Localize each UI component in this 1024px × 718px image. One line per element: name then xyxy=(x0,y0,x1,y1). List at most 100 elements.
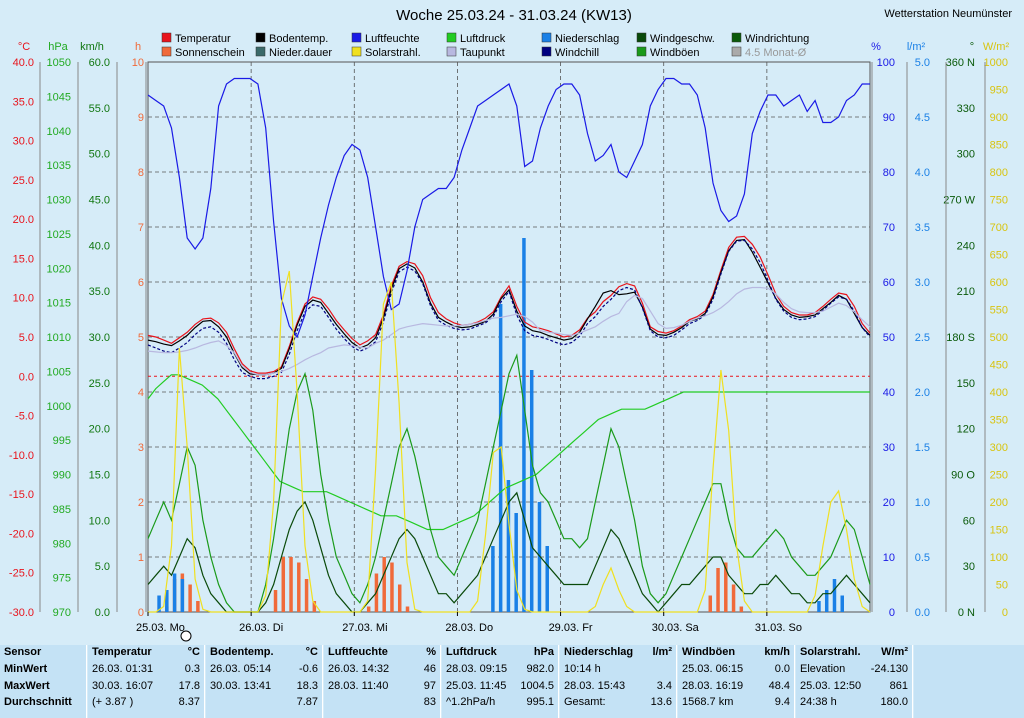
axis-tick-label: 100 xyxy=(990,552,1008,564)
bar-niederschlag xyxy=(817,601,821,612)
axis-tick-label: 1 xyxy=(138,552,144,564)
axis-tick-label: 10.0 xyxy=(13,293,34,305)
legend-label: Bodentemp. xyxy=(269,33,328,45)
axis-tick-label: 5.0 xyxy=(19,332,34,344)
axis-tick-label: 55.0 xyxy=(89,103,110,115)
axis-tick-label: -30.0 xyxy=(9,607,34,619)
legend-label: Taupunkt xyxy=(460,47,505,59)
axis-tick-label: 850 xyxy=(990,140,1008,152)
axis-tick-label: 3.0 xyxy=(915,277,930,289)
axis-tick-label: 60 xyxy=(883,277,895,289)
axis-tick-label: 3.5 xyxy=(915,222,930,234)
bar-niederschlag xyxy=(537,502,542,612)
axis-tick-label: 10 xyxy=(132,57,144,69)
axis-tick-label: 500 xyxy=(990,332,1008,344)
axis-tick-label: 250 xyxy=(990,470,1008,482)
axis-tick-label: 120 xyxy=(957,424,975,436)
stats-row-label: MaxWert xyxy=(4,680,50,692)
legend-swatch xyxy=(636,32,647,43)
legend-label: 4.5 Monat-Ø xyxy=(745,47,807,59)
axis-tick-label: 40.0 xyxy=(89,240,110,252)
axis-unit-label: h xyxy=(135,41,141,53)
bar-niederschlag xyxy=(832,579,837,612)
axis-tick-label: 100 xyxy=(877,57,895,69)
axis-tick-label: 30 xyxy=(883,442,895,454)
axis-tick-label: 30 xyxy=(963,561,975,573)
axis-tick-label: 8 xyxy=(138,167,144,179)
axis-tick-label: 20.0 xyxy=(13,214,34,226)
axis-tick-label: -10.0 xyxy=(9,450,34,462)
axis-tick-label: 25.0 xyxy=(13,175,34,187)
axis-tick-label: 150 xyxy=(990,525,1008,537)
axis-tick-label: 10.0 xyxy=(89,515,110,527)
bar-sonnenschein xyxy=(188,584,192,612)
legend-swatch xyxy=(731,32,742,43)
series-windgeschw xyxy=(147,491,871,613)
axis-tick-label: -5.0 xyxy=(15,411,34,423)
axis-tick-label: 180 S xyxy=(946,332,975,344)
axis-tick-label: 40.0 xyxy=(13,57,34,69)
bar-sonnenschein xyxy=(281,557,286,612)
legend-label: Sonnenschein xyxy=(175,47,245,59)
axis-tick-label: 300 xyxy=(990,442,1008,454)
legend-swatch xyxy=(541,46,552,57)
axis-tick-label: 1050 xyxy=(47,57,71,69)
axis-tick-label: 1.0 xyxy=(915,497,930,509)
bar-sonnenschein xyxy=(312,601,317,612)
bar-niederschlag xyxy=(165,590,169,612)
bar-niederschlag xyxy=(491,546,495,612)
axis-tick-label: 6 xyxy=(138,277,144,289)
legend-label: Windchill xyxy=(555,47,599,59)
axis-tick-label: 330 xyxy=(957,103,975,115)
axis-unit-label: l/m² xyxy=(907,41,926,53)
series-luftfeuchte xyxy=(147,77,870,339)
bar-niederschlag xyxy=(172,573,177,612)
axis-tick-label: 0 xyxy=(138,607,144,619)
axis-tick-label: 0 N xyxy=(958,607,975,619)
x-tick-label: 29.03. Fr xyxy=(549,622,593,634)
axis-tick-label: 70 xyxy=(883,222,895,234)
legend-label: Luftfeuchte xyxy=(365,33,419,45)
axis-tick-label: 210 xyxy=(957,286,975,298)
axis-tick-label: 1000 xyxy=(984,57,1008,69)
stats-row-label: Sensor xyxy=(4,646,42,658)
axis-tick-label: 60 xyxy=(963,515,975,527)
bar-niederschlag xyxy=(840,595,844,612)
axis-tick-label: 1000 xyxy=(47,401,71,413)
bar-sonnenschein xyxy=(297,562,301,612)
stats-row-label: Durchschnitt xyxy=(4,696,72,708)
axis-tick-label: 35.0 xyxy=(13,96,34,108)
axis-tick-label: 1020 xyxy=(47,263,71,275)
series-temperatur xyxy=(147,235,871,374)
axis-tick-label: 50 xyxy=(996,580,1008,592)
series-solarstrahl xyxy=(148,270,871,613)
bar-sonnenschein xyxy=(739,606,744,612)
bar-sonnenschein xyxy=(390,562,394,612)
axis-tick-label: 90 O xyxy=(951,470,975,482)
legend-swatch xyxy=(161,46,172,57)
axis-tick-label: 4.0 xyxy=(915,167,930,179)
axis-tick-label: 5.0 xyxy=(95,561,110,573)
stats-column: Temperatur °C 26.03. 01:31 0.3 30.03. 16:07 1… xyxy=(88,645,205,718)
axis-tick-label: -25.0 xyxy=(9,568,34,580)
bar-sonnenschein xyxy=(304,579,309,612)
axis-unit-label: °C xyxy=(18,41,30,53)
axis-tick-label: 15.0 xyxy=(13,253,34,265)
axis-tick-label: 360 N xyxy=(946,57,975,69)
axis-tick-label: 0.0 xyxy=(915,607,930,619)
stats-column: Luftfeuchte% 26.03. 14:32 46 28.03. 11:40 97… xyxy=(324,645,441,718)
bar-sonnenschein xyxy=(716,568,720,612)
station-name: Wetterstation Neumünster xyxy=(884,8,1012,20)
bar-niederschlag xyxy=(506,480,511,612)
legend-swatch xyxy=(351,32,362,43)
legend-swatch xyxy=(161,32,172,43)
axis-unit-label: hPa xyxy=(48,41,68,53)
stats-row-label: MinWert xyxy=(4,663,48,675)
axis-tick-label: 45.0 xyxy=(89,195,110,207)
series-luftdruck xyxy=(147,374,870,531)
legend-label: Temperatur xyxy=(175,33,231,45)
legend-swatch xyxy=(446,32,457,43)
bar-niederschlag xyxy=(824,590,829,612)
x-tick-label: 30.03. Sa xyxy=(652,622,700,634)
axis-tick-label: 80 xyxy=(883,167,895,179)
